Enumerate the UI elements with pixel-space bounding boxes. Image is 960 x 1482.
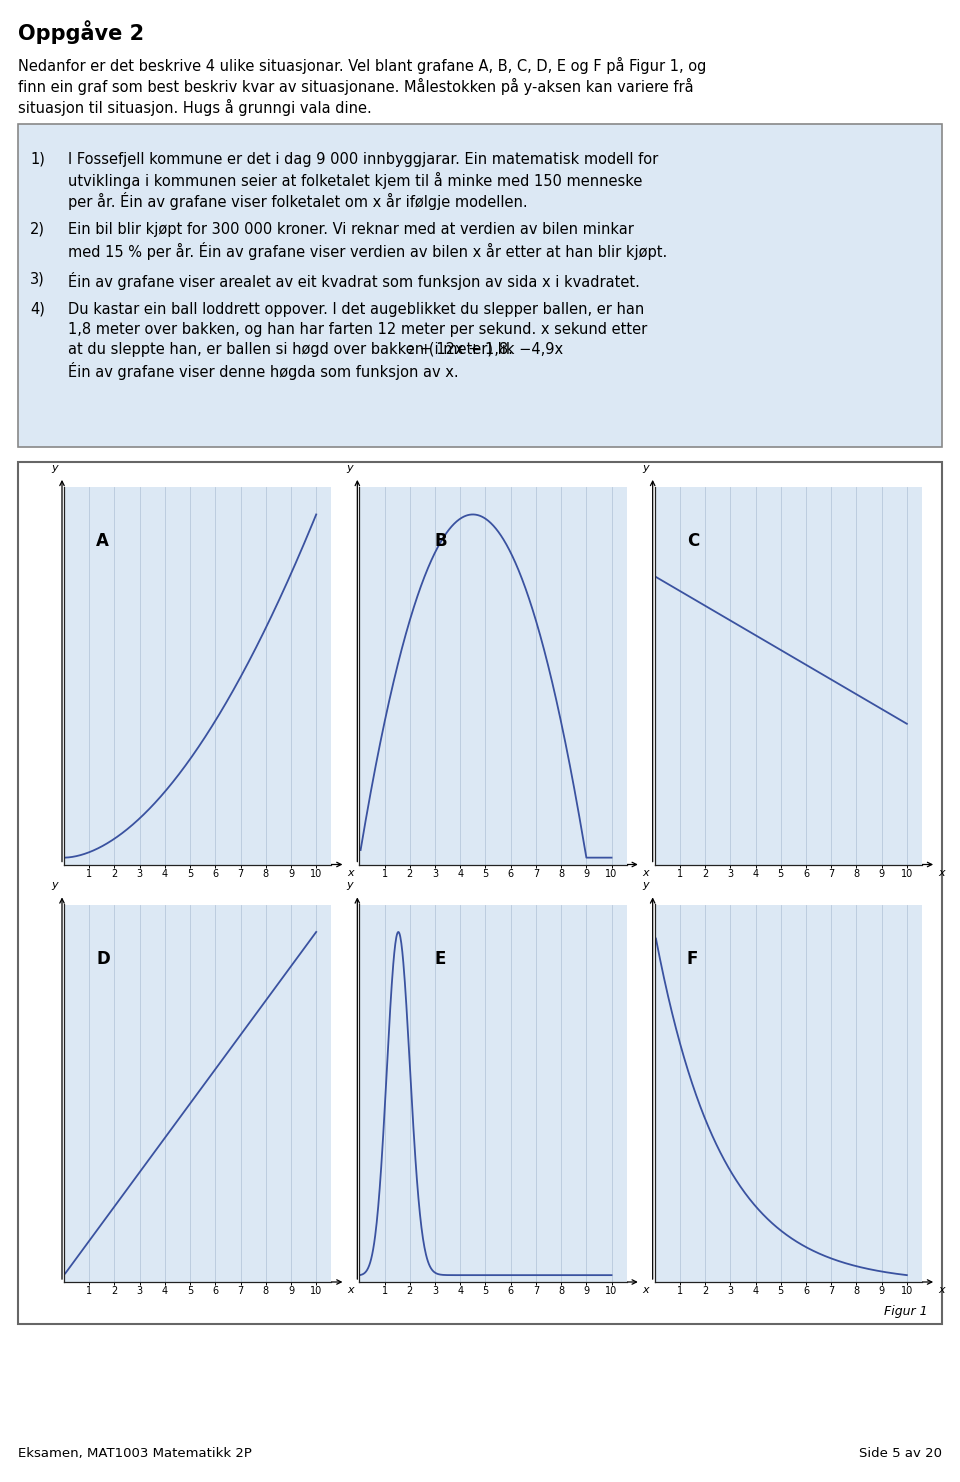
Text: F: F [686, 950, 698, 968]
Text: 1): 1) [30, 153, 45, 167]
Text: 1,8 meter over bakken, og han har farten 12 meter per sekund. x sekund etter: 1,8 meter over bakken, og han har farten… [68, 322, 647, 336]
Text: C: C [686, 532, 699, 550]
Text: y: y [347, 880, 353, 891]
Text: x: x [938, 1285, 945, 1295]
Text: y: y [347, 462, 353, 473]
Text: Éin av grafane viser denne høgda som funksjon av x.: Éin av grafane viser denne høgda som fun… [68, 362, 459, 379]
Text: x: x [642, 867, 649, 877]
Bar [18, 124, 942, 448]
Text: y: y [642, 880, 649, 891]
Text: A: A [96, 532, 108, 550]
Text: Du kastar ein ball loddrett oppover. I det augeblikket du slepper ballen, er han: Du kastar ein ball loddrett oppover. I d… [68, 302, 644, 317]
Text: Side 5 av 20: Side 5 av 20 [859, 1446, 942, 1460]
Text: per år. Éin av grafane viser folketalet om x år ifølgje modellen.: per år. Éin av grafane viser folketalet … [68, 193, 528, 210]
Text: E: E [434, 950, 445, 968]
Bar [18, 462, 942, 1323]
Text: situasjon til situasjon. Hugs å grunngi vala dine.: situasjon til situasjon. Hugs å grunngi … [18, 99, 372, 116]
Text: 3): 3) [30, 273, 45, 288]
Text: Éin av grafane viser arealet av eit kvadrat som funksjon av sida x i kvadratet.: Éin av grafane viser arealet av eit kvad… [68, 273, 640, 290]
Text: finn ein graf som best beskriv kvar av situasjonane. Målestokken på y-aksen kan : finn ein graf som best beskriv kvar av s… [18, 79, 694, 95]
Text: x: x [348, 867, 354, 877]
Text: 4): 4) [30, 302, 45, 317]
Text: Nedanfor er det beskrive 4 ulike situasjonar. Vel blant grafane A, B, C, D, E og: Nedanfor er det beskrive 4 ulike situasj… [18, 56, 707, 74]
Text: 2: 2 [407, 345, 414, 356]
Text: utviklinga i kommunen seier at folketalet kjem til å minke med 150 menneske: utviklinga i kommunen seier at folketale… [68, 172, 642, 190]
Text: y: y [52, 880, 58, 891]
Text: at du sleppte han, er ballen si høgd over bakken (i meter) lik −4,9x: at du sleppte han, er ballen si høgd ove… [68, 342, 564, 357]
Text: x: x [938, 867, 945, 877]
Text: y: y [642, 462, 649, 473]
Text: 2): 2) [30, 222, 45, 237]
Text: I Fossefjell kommune er det i dag 9 000 innbyggjarar. Ein matematisk modell for: I Fossefjell kommune er det i dag 9 000 … [68, 153, 659, 167]
Text: B: B [434, 532, 446, 550]
Text: Figur 1: Figur 1 [884, 1306, 928, 1317]
Text: Eksamen, MAT1003 Matematikk 2P: Eksamen, MAT1003 Matematikk 2P [18, 1446, 252, 1460]
Text: D: D [96, 950, 109, 968]
Text: x: x [642, 1285, 649, 1295]
Text: Ein bil blir kjøpt for 300 000 kroner. Vi reknar med at verdien av bilen minkar: Ein bil blir kjøpt for 300 000 kroner. V… [68, 222, 634, 237]
Text: Oppgåve 2: Oppgåve 2 [18, 19, 144, 44]
Text: x: x [348, 1285, 354, 1295]
Text: y: y [52, 462, 58, 473]
Text: + 12x + 1,8.: + 12x + 1,8. [415, 342, 513, 357]
Text: med 15 % per år. Éin av grafane viser verdien av bilen x år etter at han blir kj: med 15 % per år. Éin av grafane viser ve… [68, 242, 667, 259]
